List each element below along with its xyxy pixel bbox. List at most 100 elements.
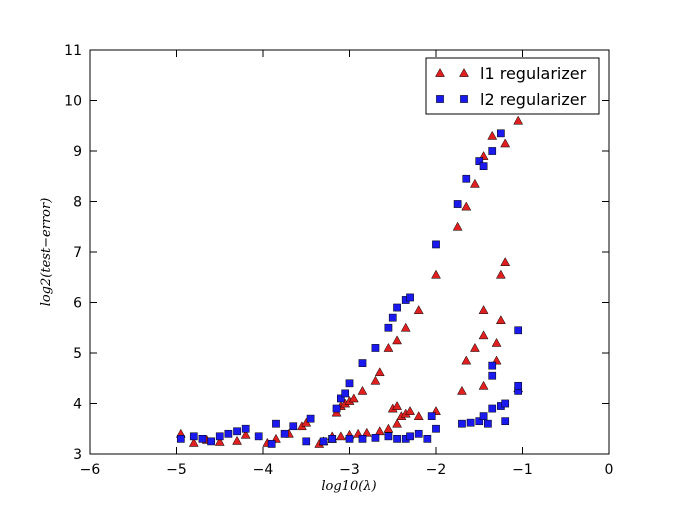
data-point-l2 (484, 419, 492, 428)
legend-entry-l2: l2 regularizer (436, 90, 587, 109)
data-point-l2 (319, 437, 328, 446)
data-point-l1 (500, 138, 511, 148)
legend-marker-square (460, 95, 468, 103)
axis-ticks: −6 −5 −4 −3 −2 −1 0 3 4 5 6 7 8 9 10 11 (64, 43, 613, 478)
data-point-l1 (392, 418, 402, 428)
data-point-l2 (224, 429, 233, 438)
y-axis-label: log2(test−error) (39, 198, 54, 307)
data-point-l2 (406, 293, 414, 302)
y-tick-label: 11 (64, 43, 82, 59)
data-point-l2 (384, 432, 393, 441)
data-point-l2 (488, 371, 497, 380)
x-tick-label: −6 (80, 462, 101, 478)
data-point-l1 (413, 305, 424, 314)
data-point-l2 (466, 418, 475, 427)
data-point-l2 (501, 399, 510, 408)
legend-label-l2: l2 regularizer (480, 90, 587, 109)
data-point-l2 (432, 424, 440, 433)
data-point-l1 (457, 385, 467, 395)
data-point-l1 (374, 367, 385, 377)
data-point-l1 (500, 257, 511, 266)
data-point-l2 (176, 435, 185, 443)
data-point-l2 (189, 432, 198, 441)
data-point-l2 (453, 200, 462, 208)
data-point-l2 (254, 432, 263, 441)
y-tick-label: 4 (73, 397, 82, 413)
data-point-l1 (461, 201, 472, 211)
data-point-l1 (470, 178, 480, 188)
data-point-l1 (240, 429, 251, 439)
data-point-l1 (470, 342, 480, 352)
data-point-l2 (358, 435, 367, 443)
data-point-l2 (393, 435, 401, 443)
legend-entry-l1: l1 regularizer (435, 64, 587, 83)
data-point-l2 (497, 129, 505, 138)
data-point-l2 (345, 379, 354, 388)
y-tick-label: 3 (73, 447, 82, 463)
y-tick-label: 10 (64, 94, 82, 110)
data-point-l2 (358, 359, 367, 367)
data-point-l1 (392, 335, 402, 345)
legend-label-l1: l1 regularizer (480, 64, 587, 83)
legend-marker-square (436, 95, 444, 103)
data-point-l2 (414, 429, 423, 438)
data-point-l2 (393, 303, 401, 312)
data-point-l2 (479, 412, 488, 420)
data-point-l2 (302, 437, 311, 446)
data-point-l2 (345, 435, 354, 443)
data-point-l1 (478, 380, 489, 390)
data-point-l2 (514, 326, 523, 335)
data-point-l1 (405, 406, 415, 415)
data-point-l1 (383, 342, 394, 352)
x-tick-label: −3 (339, 462, 360, 478)
x-tick-label: 0 (605, 462, 614, 478)
y-tick-label: 9 (73, 144, 82, 160)
data-point-l1 (335, 431, 346, 441)
data-point-l2 (272, 419, 280, 428)
data-point-l2 (458, 419, 466, 428)
data-point-l1 (461, 355, 472, 365)
data-point-l2 (488, 147, 497, 155)
legend-marker-triangle (459, 67, 469, 77)
data-point-l1 (495, 315, 506, 325)
data-point-l1 (478, 330, 489, 340)
legend-marker-triangle (435, 67, 445, 77)
data-point-l2 (207, 437, 215, 446)
x-axis-label: log10(λ) (321, 479, 376, 494)
data-point-l2 (337, 394, 345, 403)
data-point-l2 (475, 417, 484, 426)
data-marks (175, 106, 524, 448)
legend: l1 regularizer l2 regularizer (425, 57, 600, 115)
data-point-l1 (370, 375, 381, 385)
x-tick-label: −1 (512, 462, 533, 478)
data-point-l2 (371, 433, 380, 442)
data-point-l1 (357, 385, 368, 395)
x-tick-label: −5 (166, 462, 187, 478)
y-tick-label: 5 (73, 346, 82, 362)
data-point-l1 (431, 269, 441, 279)
data-point-l1 (232, 435, 242, 445)
data-point-l1 (361, 427, 372, 437)
data-point-l2 (215, 432, 224, 441)
y-tick-label: 6 (73, 296, 82, 312)
data-point-l2 (328, 435, 337, 443)
legend-box (425, 57, 600, 115)
data-point-l2 (462, 174, 471, 183)
data-point-l2 (514, 381, 523, 390)
data-point-l1 (383, 423, 394, 433)
data-point-l1 (214, 436, 225, 446)
y-tick-label: 7 (73, 245, 82, 261)
data-point-l1 (374, 426, 385, 436)
data-point-l1 (400, 322, 411, 332)
data-point-l2 (427, 412, 436, 420)
y-tick-label: 8 (73, 195, 82, 211)
data-point-l2 (488, 404, 497, 413)
data-point-l2 (423, 435, 432, 443)
data-point-l2 (488, 361, 497, 370)
data-point-l1 (487, 130, 498, 140)
data-point-l1 (392, 401, 402, 410)
data-point-l2 (406, 432, 414, 441)
data-point-l2 (388, 313, 397, 322)
data-point-l2 (475, 157, 484, 165)
